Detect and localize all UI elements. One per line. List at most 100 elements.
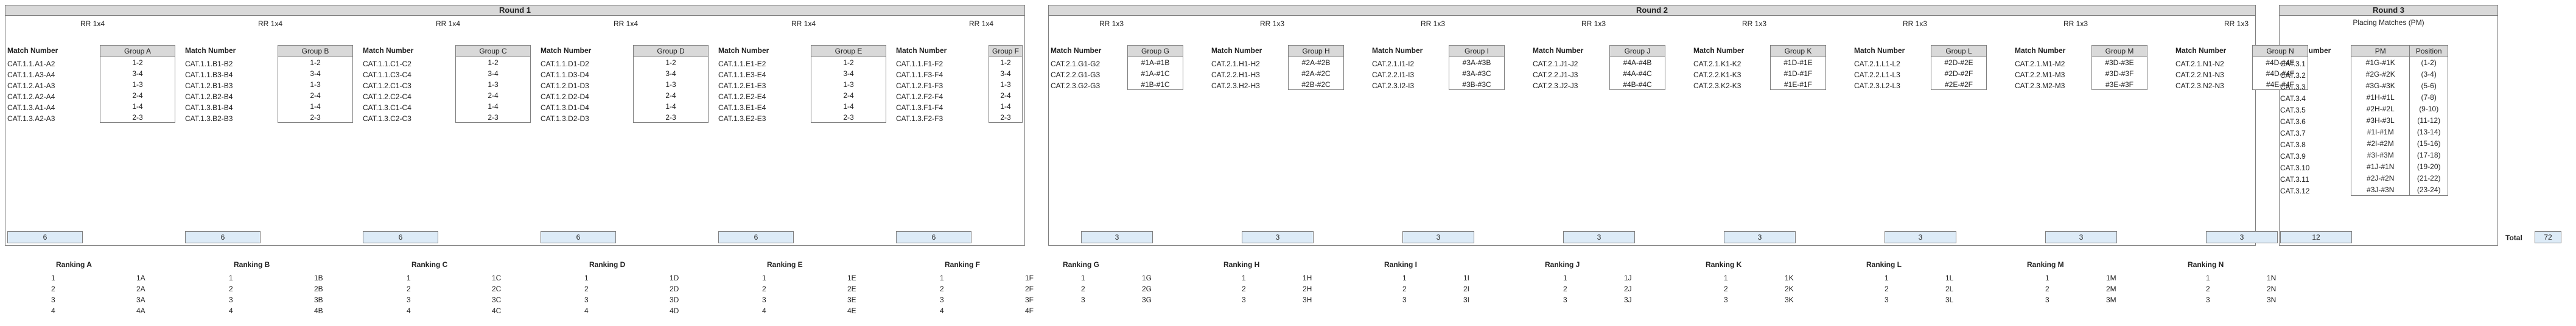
match-count: 6 (7, 231, 83, 243)
pm-pair: #3I-#3M (2351, 150, 2410, 161)
match-number-header: Match Number (1533, 46, 1584, 55)
rank-number: 3 (51, 296, 55, 304)
rank-number: 4 (762, 307, 766, 315)
rank-value: 3D (670, 296, 679, 304)
rank-value: 2D (670, 285, 679, 293)
pm-position: (5-6) (2421, 82, 2437, 90)
rank-value: 3G (1142, 296, 1152, 304)
pm-pair: #2J-#2N (2351, 173, 2410, 184)
placing-row: #3J-#3N (23-24) (2351, 184, 2448, 196)
pm-position: (7-8) (2421, 93, 2437, 102)
group-name: Group H (1289, 46, 1343, 57)
rank-value: 2L (1945, 285, 1954, 293)
match-id: CAT.2.3.N2-N3 (2175, 82, 2224, 90)
group-pair: #4A-#4C (1623, 69, 1652, 78)
ranking-title: Ranking J (1545, 260, 1580, 269)
rank-number: 2 (1724, 285, 1728, 293)
ranking-title: Ranking N (2188, 260, 2224, 269)
group-pair: 1-2 (132, 58, 143, 67)
match-id: CAT.3.9 (2280, 152, 2306, 161)
rank-value: 1B (314, 274, 323, 282)
match-id: CAT.1.2.B2-B4 (185, 92, 233, 101)
group-pair: 2-3 (1000, 113, 1011, 122)
rank-number: 2 (1081, 285, 1085, 293)
ranking-title: Ranking I (1384, 260, 1418, 269)
group-pair: 1-4 (1000, 102, 1011, 111)
rank-value: 2C (492, 285, 502, 293)
rank-number: 3 (1242, 296, 1246, 304)
match-id: CAT.3.6 (2280, 117, 2306, 126)
rr-label: RR 1x3 (1902, 19, 1927, 28)
group-table: Group D 1-2 3-4 1-3 2-4 1-4 2-3 (633, 45, 709, 123)
pm-position: (21-22) (2417, 174, 2441, 182)
match-count: 3 (2045, 231, 2117, 243)
match-count: 12 (2280, 231, 2352, 243)
rank-value: 1I (1463, 274, 1470, 282)
pm-position: (17-18) (2417, 151, 2441, 159)
pm-column-header: PM (2351, 46, 2410, 57)
rank-number: 2 (762, 285, 766, 293)
rank-number: 1 (940, 274, 944, 282)
rank-number: 1 (2045, 274, 2049, 282)
group-pair: 2-4 (1000, 91, 1011, 100)
group-pair: 1-2 (488, 58, 499, 67)
match-id: CAT.2.2.J1-J3 (1533, 71, 1578, 79)
ranking-title: Ranking D (589, 260, 626, 269)
rank-number: 3 (584, 296, 589, 304)
rank-value: 3M (2106, 296, 2116, 304)
match-id: CAT.1.2.F1-F3 (896, 82, 943, 90)
ranking-title: Ranking L (1866, 260, 1902, 269)
match-id: CAT.3.3 (2280, 83, 2306, 91)
match-id: CAT.1.2.A1-A3 (7, 82, 55, 90)
group-pair: 3-4 (310, 69, 321, 78)
group-table: Group H #2A-#2B #2A-#2C #2B-#2C (1288, 45, 1344, 90)
match-number-header: Match Number (7, 46, 58, 55)
group-pair: #3E-#3F (2105, 80, 2134, 89)
group-pair: 3-4 (1000, 69, 1011, 78)
match-count: 6 (185, 231, 261, 243)
ranking-title: Ranking K (1706, 260, 1742, 269)
group-pair: #3A-#3C (1462, 69, 1491, 78)
rank-value: 1G (1142, 274, 1152, 282)
match-id: CAT.1.2.D1-D3 (541, 82, 589, 90)
rank-number: 3 (1081, 296, 1085, 304)
rank-value: 2N (2267, 285, 2277, 293)
group-pair: 1-3 (665, 80, 676, 89)
rank-number: 3 (1724, 296, 1728, 304)
rank-value: 3F (1025, 296, 1034, 304)
group-pair: #2D-#2F (1944, 69, 1973, 78)
match-count: 6 (363, 231, 438, 243)
rank-value: 2J (1624, 285, 1632, 293)
match-count: 6 (541, 231, 616, 243)
placing-row: #1G-#1K (1-2) (2351, 57, 2448, 69)
rank-number: 1 (584, 274, 589, 282)
group-pair: 1-4 (843, 102, 854, 111)
round2-header: Round 2 (1048, 5, 2256, 16)
match-id: CAT.1.2.D2-D4 (541, 92, 589, 101)
ranking-title: Ranking F (945, 260, 981, 269)
group-pair: 1-3 (310, 80, 321, 89)
group-pair: #1D-#1E (1783, 58, 1813, 67)
match-count: 3 (1885, 231, 1956, 243)
pm-pair: #3G-#3K (2351, 80, 2410, 92)
group-name: Group J (1610, 46, 1665, 57)
group-pair: 2-3 (132, 113, 143, 122)
match-id: CAT.1.3.C1-C4 (363, 103, 411, 112)
match-id: CAT.1.2.A2-A4 (7, 92, 55, 101)
pm-position: (11-12) (2417, 116, 2441, 125)
rank-value: 2H (1303, 285, 1312, 293)
group-pair: #1D-#1F (1783, 69, 1813, 78)
group-pair: 3-4 (488, 69, 499, 78)
match-id: CAT.3.4 (2280, 94, 2306, 103)
match-number-header: Match Number (718, 46, 769, 55)
match-count: 6 (718, 231, 794, 243)
pm-pair: #1I-#1M (2351, 127, 2410, 138)
match-count: 3 (1724, 231, 1796, 243)
match-id: CAT.2.3.J2-J3 (1533, 82, 1578, 90)
rank-number: 1 (1563, 274, 1567, 282)
group-pair: 3-4 (132, 69, 143, 78)
group-pair: 2-4 (665, 91, 676, 100)
rank-value: 4E (847, 307, 856, 315)
match-id: CAT.1.2.E2-E4 (718, 92, 766, 101)
ranking-title: Ranking E (767, 260, 803, 269)
